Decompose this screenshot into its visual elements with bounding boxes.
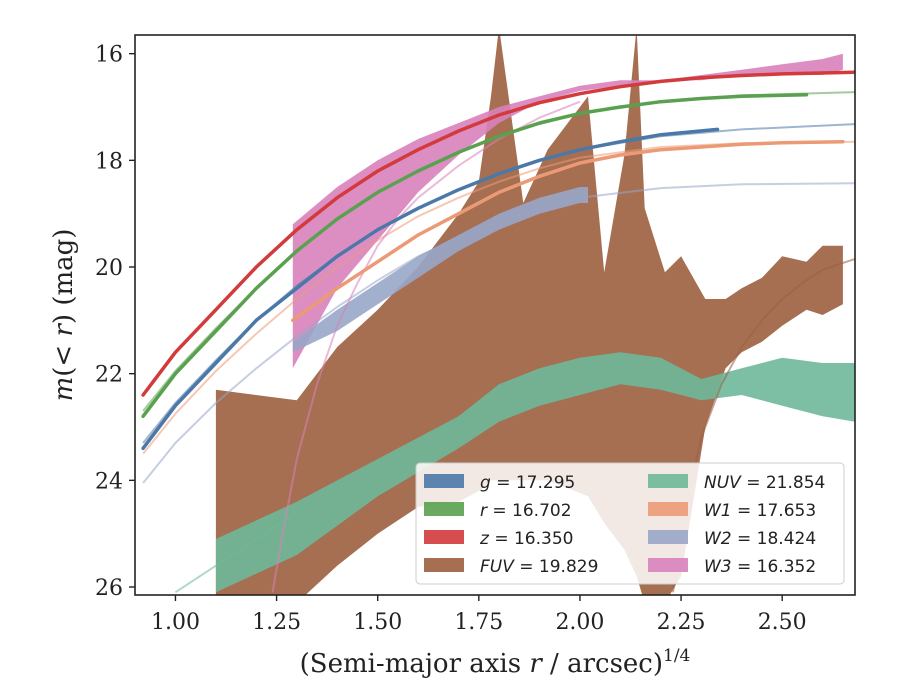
legend-item-w2: W2 = 18.424 xyxy=(648,529,816,549)
y-tick-label: 24 xyxy=(95,469,123,494)
x-tick-label: 1.50 xyxy=(353,610,402,635)
x-tick-label: 2.25 xyxy=(657,610,706,635)
legend-swatch xyxy=(424,474,464,488)
legend-item-z: z = 16.350 xyxy=(424,529,573,549)
profile-band-nuv xyxy=(215,352,855,593)
legend-label: z = 16.350 xyxy=(479,529,573,549)
legend-swatch xyxy=(648,474,688,488)
legend-label: W3 = 16.352 xyxy=(704,557,816,577)
legend-swatch xyxy=(648,502,688,516)
legend-swatch xyxy=(648,558,688,572)
model-curve-w2 xyxy=(142,182,855,484)
y-tick-label: 20 xyxy=(95,256,123,281)
legend-label: FUV = 19.829 xyxy=(480,557,598,577)
profile-band-w2 xyxy=(292,187,588,353)
x-axis: 1.00 1.25 1.50 1.75 2.00 2.25 2.50 xyxy=(151,595,807,635)
y-axis-label: m(< r) (mag) xyxy=(49,229,79,402)
legend-label: W1 = 17.653 xyxy=(704,501,816,521)
legend-item-nuv: NUV = 21.854 xyxy=(648,473,825,493)
y-axis: 16 18 20 22 24 26 xyxy=(95,43,135,601)
y-tick-label: 26 xyxy=(95,576,123,601)
model-curve-nuv xyxy=(174,511,298,594)
profile-line-r xyxy=(141,92,809,419)
plot-area xyxy=(141,35,855,595)
profile-line-layer xyxy=(141,70,855,451)
profile-line-g xyxy=(141,127,720,451)
plot-frame xyxy=(134,34,856,596)
legend-item-w3: W3 = 16.352 xyxy=(648,557,816,577)
legend-label: W2 = 18.424 xyxy=(704,529,816,549)
model-curve-w3 xyxy=(271,100,581,593)
x-tick-label: 1.25 xyxy=(252,610,301,635)
model-curve-w1 xyxy=(142,140,855,455)
y-tick-label: 18 xyxy=(95,149,123,174)
legend-item-r: r = 16.702 xyxy=(424,501,572,521)
legend-item-w1: W1 = 17.653 xyxy=(648,501,816,521)
x-tick-label: 2.00 xyxy=(555,610,604,635)
profile-line-w1 xyxy=(291,139,845,323)
profile-line-z xyxy=(141,70,855,397)
x-tick-label: 2.50 xyxy=(758,610,807,635)
legend-item-g: g = 17.295 xyxy=(424,473,575,493)
legend-frame xyxy=(415,462,845,585)
legend-label: NUV = 21.854 xyxy=(704,473,825,493)
x-axis-label: (Semi-major axis r / arcsec)1/4 xyxy=(300,646,691,679)
profile-band-fuv xyxy=(215,35,843,595)
legend: g = 17.295 r = 16.702 z = 16.350 FUV = 19.8… xyxy=(415,462,845,585)
legend-swatch xyxy=(424,530,464,544)
legend-label: g = 17.295 xyxy=(480,473,575,493)
band-layer xyxy=(215,35,855,595)
x-tick-label: 1.00 xyxy=(151,610,200,635)
legend-item-fuv: FUV = 19.829 xyxy=(424,557,598,577)
y-tick-label: 16 xyxy=(95,43,123,68)
legend-label: r = 16.702 xyxy=(480,501,572,521)
y-tick-label: 22 xyxy=(95,363,123,388)
legend-swatch xyxy=(424,558,464,572)
legend-swatch xyxy=(424,502,464,516)
x-tick-label: 1.75 xyxy=(454,610,503,635)
legend-swatch xyxy=(648,530,688,544)
